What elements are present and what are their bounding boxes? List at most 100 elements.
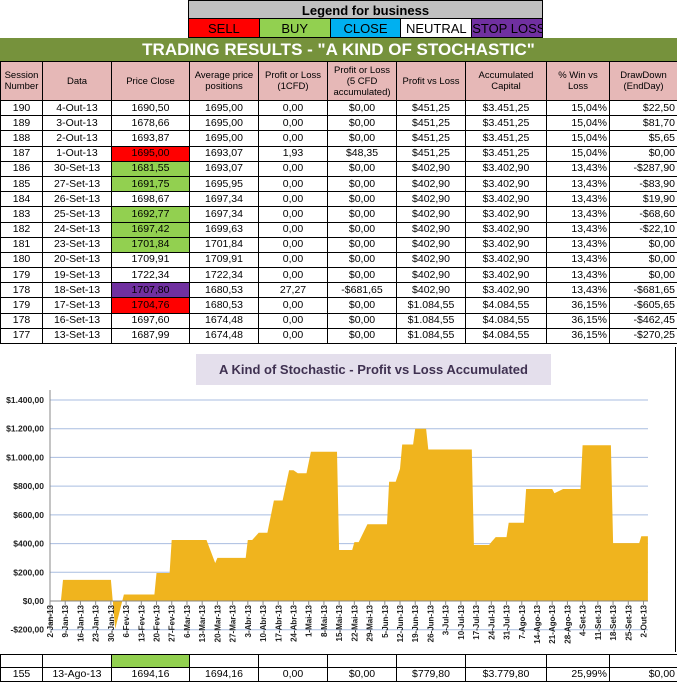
- cell: $4.084,55: [465, 327, 547, 345]
- cell: 15,04%: [546, 115, 610, 132]
- cell: $0,00: [327, 115, 397, 132]
- cell: 13,43%: [546, 236, 610, 253]
- cell: 13,43%: [546, 191, 610, 208]
- cell: 179: [0, 297, 43, 314]
- x-tick-label: 6-Fev-13: [122, 604, 131, 637]
- cell: $0,00: [327, 99, 397, 117]
- cell: 178: [0, 282, 43, 299]
- y-tick-label: $400,00: [13, 539, 44, 549]
- sheet-title: TRADING RESULTS - "A KIND OF STOCHASTIC": [0, 38, 677, 61]
- x-tick-label: 25-Set-13: [624, 604, 633, 640]
- cell: 0,00: [258, 221, 328, 238]
- cell: -$462,45: [609, 312, 677, 329]
- cell: 18-Set-13: [42, 282, 112, 299]
- chart-title: A Kind of Stochastic - Profit vs Loss Ac…: [196, 354, 551, 385]
- cell: $0,00: [327, 312, 397, 329]
- cell: 19-Set-13: [42, 267, 112, 284]
- cell: 16-Set-13: [42, 312, 112, 329]
- legend-neutral: NEUTRAL: [401, 19, 473, 38]
- cell: 1697,34: [189, 206, 259, 223]
- column-header: Profit or Loss (1CFD): [258, 61, 328, 101]
- cell: 1701,84: [111, 236, 190, 253]
- cell: 30-Set-13: [42, 160, 112, 177]
- cell: [546, 654, 610, 668]
- cell: 17-Set-13: [42, 297, 112, 314]
- cell: 0,00: [258, 251, 328, 269]
- cell: 1690,50: [111, 99, 190, 117]
- cell: $0,00: [327, 130, 397, 147]
- cell: $451,25: [396, 130, 466, 147]
- legend-buy: BUY: [259, 19, 331, 38]
- x-tick-label: 8-Mai-13: [320, 604, 329, 637]
- x-tick-label: 30-Jan-13: [107, 604, 116, 641]
- column-header: Average price positions: [189, 61, 259, 101]
- cell: [465, 654, 547, 668]
- cell: $402,90: [396, 191, 466, 208]
- cell: $1.084,55: [396, 327, 466, 345]
- profit-loss-chart[interactable]: $1.400,00 $1.200,00 $1.000,00 $800,00 $600,0…: [0, 347, 675, 652]
- table-row: 189 3-Out-13 1678,66 1695,00 0,00 $0,00 $451,2…: [0, 115, 677, 132]
- x-tick-label: 28-Ago-13: [563, 604, 572, 643]
- cell: $1.084,55: [396, 312, 466, 329]
- profit-area-series: [50, 428, 648, 629]
- table-row: 187 1-Out-13 1695,00 1693,07 1,93 $48,35 $451,…: [0, 145, 677, 162]
- cell: -$68,60: [609, 206, 677, 223]
- x-tick-label: 16-Jan-13: [76, 604, 85, 641]
- cell: 0,00: [258, 667, 328, 682]
- cell: $0,00: [609, 251, 677, 269]
- cell: 27-Set-13: [42, 175, 112, 193]
- cell: 1707,80: [111, 282, 190, 299]
- y-tick-label: -$200,00: [10, 625, 44, 635]
- cell: 1681,55: [111, 160, 190, 177]
- cell: $19,90: [609, 191, 677, 208]
- cell: 1680,53: [189, 297, 259, 314]
- cell: $3.402,90: [465, 236, 547, 253]
- cell: $3.402,90: [465, 251, 547, 269]
- cell: 178: [0, 312, 43, 329]
- results-table-continued: 155 13-Ago-13 1694,16 1694,16 0,00 $0,00 $779,…: [0, 654, 677, 682]
- cell: 1680,53: [189, 282, 259, 299]
- cell: $3.402,90: [465, 175, 547, 193]
- cell: 26-Set-13: [42, 191, 112, 208]
- cell: -$22,10: [609, 221, 677, 238]
- cell: -$681,65: [609, 282, 677, 299]
- cell: 13,43%: [546, 251, 610, 269]
- cell: $48,35: [327, 145, 397, 162]
- cell: [258, 654, 328, 668]
- cell: 1697,42: [111, 221, 190, 238]
- x-tick-label: 5-Jun-13: [381, 604, 390, 637]
- cell: $0,00: [327, 251, 397, 269]
- y-tick-label: $1.400,00: [6, 395, 44, 405]
- cell: $0,00: [327, 160, 397, 177]
- x-tick-label: 22-Mai-13: [350, 604, 359, 641]
- table-row: 182 24-Set-13 1697,42 1699,63 0,00 $0,00 $402,…: [0, 221, 677, 238]
- x-tick-label: 10-Abr-13: [259, 604, 268, 641]
- x-tick-label: 2-Jan-13: [46, 604, 55, 637]
- cell: 187: [0, 145, 43, 162]
- cell: $0,00: [327, 267, 397, 284]
- cell: 1695,00: [189, 130, 259, 147]
- column-header: Profit vs Loss: [396, 61, 466, 101]
- cell: 15,04%: [546, 99, 610, 117]
- cell: 2-Out-13: [42, 130, 112, 147]
- cell: 1695,00: [189, 115, 259, 132]
- cell: 36,15%: [546, 327, 610, 345]
- cell: 24-Set-13: [42, 221, 112, 238]
- cell: 1699,63: [189, 221, 259, 238]
- cell: 1709,91: [189, 251, 259, 269]
- x-tick-label: 4-Set-13: [579, 604, 588, 636]
- column-header: Profit or Loss (5 CFD accumulated): [327, 61, 397, 101]
- table-row: 188 2-Out-13 1693,87 1695,00 0,00 $0,00 $451,2…: [0, 130, 677, 147]
- cell: $0,00: [609, 667, 677, 682]
- cell: $3.402,90: [465, 282, 547, 299]
- x-tick-label: 13-Fev-13: [137, 604, 146, 641]
- cell: 1694,16: [111, 667, 190, 682]
- cell: 182: [0, 221, 43, 238]
- cell: $3.451,25: [465, 115, 547, 132]
- x-tick-label: 14-Ago-13: [533, 604, 542, 643]
- legend-items: SELL BUY CLOSE NEUTRAL STOP LOSS: [188, 19, 543, 38]
- cell: 1,93: [258, 145, 328, 162]
- cell: 13-Ago-13: [42, 667, 112, 682]
- column-header: Data: [42, 61, 112, 101]
- cell: $3.451,25: [465, 145, 547, 162]
